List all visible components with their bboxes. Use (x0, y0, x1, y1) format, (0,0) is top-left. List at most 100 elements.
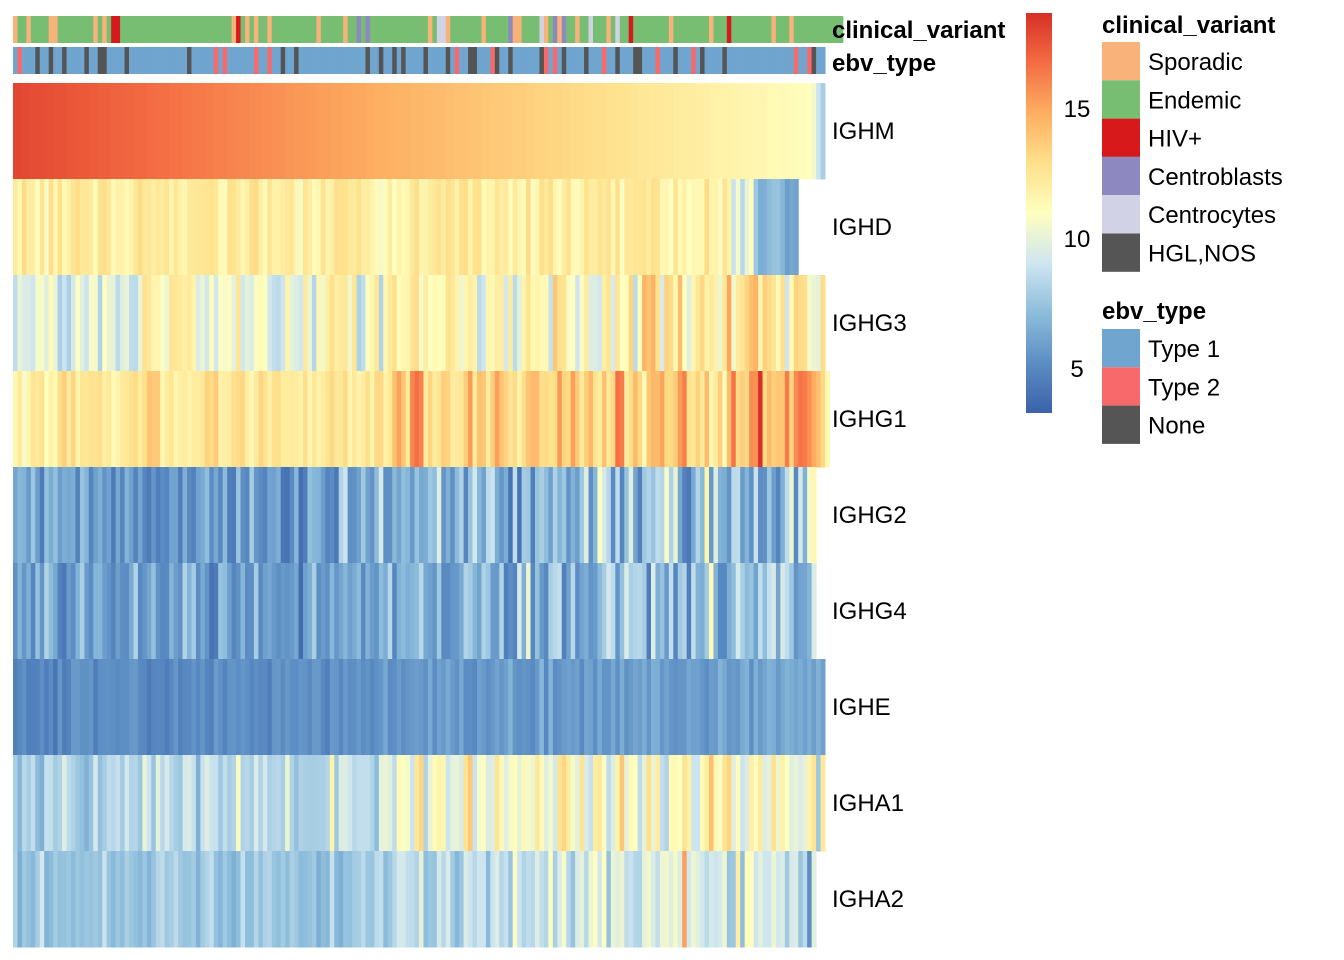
annotation-cell-clinical-variant (258, 16, 264, 43)
heatmap-cell (253, 851, 259, 948)
heatmap-cell (378, 275, 384, 372)
heatmap-cell (610, 179, 616, 276)
heatmap-cell (597, 755, 603, 852)
heatmap-cell (780, 851, 786, 948)
heatmap-cell (651, 179, 656, 276)
heatmap-cell (200, 467, 206, 564)
heatmap-cell (539, 755, 545, 852)
heatmap-cell (133, 467, 139, 564)
heatmap-cell (463, 851, 469, 948)
annotation-cell-ebv-type (294, 47, 300, 74)
heatmap-cell (267, 83, 273, 180)
annotation-cell-clinical-variant (802, 16, 808, 43)
heatmap-cell (619, 179, 625, 276)
heatmap-cell (503, 179, 509, 276)
heatmap-cell (561, 563, 567, 660)
heatmap-cell (405, 275, 411, 372)
annotation-cell-ebv-type (369, 47, 375, 74)
heatmap-cell (468, 563, 474, 660)
heatmap-cell (178, 371, 184, 468)
heatmap-cell (472, 467, 478, 564)
heatmap-cell (606, 275, 612, 372)
heatmap-cell (472, 755, 478, 852)
annotation-cell-clinical-variant (651, 16, 656, 43)
heatmap-cell (468, 83, 474, 180)
heatmap-cell (798, 851, 804, 948)
annotation-cell-clinical-variant (441, 16, 447, 43)
heatmap-cell (508, 755, 514, 852)
heatmap-cell (222, 851, 228, 948)
heatmap-cell (798, 83, 804, 180)
heatmap-cell (740, 851, 746, 948)
heatmap-cell (39, 83, 45, 180)
heatmap-cell (784, 755, 790, 852)
heatmap-cell (294, 755, 300, 852)
heatmap-cell (771, 659, 777, 756)
heatmap-cell (419, 755, 424, 852)
heatmap-cell (204, 659, 210, 756)
heatmap-cell (740, 371, 746, 468)
heatmap-cell (352, 371, 358, 468)
annotation-cell-ebv-type (450, 47, 456, 74)
heatmap-cell (258, 179, 264, 276)
heatmap-cell (361, 371, 366, 468)
heatmap-cell (187, 371, 192, 468)
annotation-cell-ebv-type (133, 47, 139, 74)
heatmap-cell (771, 755, 777, 852)
annotation-cell-ebv-type (490, 47, 496, 74)
heatmap-cell (271, 755, 277, 852)
heatmap-cell (588, 851, 594, 948)
heatmap-cell (17, 563, 23, 660)
heatmap-cell (427, 83, 433, 180)
heatmap-cell (704, 467, 710, 564)
heatmap-cell (691, 83, 697, 180)
heatmap-cell (691, 371, 697, 468)
heatmap-cell (267, 371, 273, 468)
heatmap-cell (329, 275, 335, 372)
heatmap-cell (231, 563, 237, 660)
heatmap-cell (579, 275, 585, 372)
annotation-cell-clinical-variant (155, 16, 161, 43)
heatmap-cell (383, 83, 389, 180)
heatmap-cell (463, 275, 469, 372)
annotation-cell-ebv-type (365, 47, 371, 74)
heatmap-cell (35, 659, 41, 756)
heatmap-cell (410, 371, 416, 468)
heatmap-cell (44, 467, 50, 564)
heatmap-cell (396, 275, 402, 372)
heatmap-cell (780, 275, 786, 372)
heatmap-cell (691, 755, 697, 852)
heatmap-cell (427, 755, 433, 852)
heatmap-cell (53, 755, 59, 852)
heatmap-cell (218, 179, 224, 276)
annotation-cell-ebv-type (637, 47, 643, 74)
annotation-cell-ebv-type (584, 47, 590, 74)
annotation-cell-clinical-variant (53, 16, 59, 43)
annotation-cell-ebv-type (35, 47, 41, 74)
annotation-cell-clinical-variant (182, 16, 188, 43)
heatmap-cell (285, 659, 291, 756)
heatmap-cell (628, 83, 634, 180)
heatmap-cell (222, 83, 228, 180)
annotation-cell-clinical-variant (767, 16, 772, 43)
annotation-cell-clinical-variant (477, 16, 482, 43)
heatmap-cell (200, 563, 206, 660)
annotation-cell-ebv-type (597, 47, 603, 74)
heatmap-cell (494, 851, 500, 948)
heatmap-cell (566, 83, 572, 180)
heatmap-cell (414, 179, 420, 276)
heatmap-cell (517, 179, 523, 276)
heatmap-cell (53, 371, 59, 468)
heatmap-cell (637, 371, 643, 468)
heatmap-cell (526, 275, 532, 372)
heatmap-cell (642, 659, 648, 756)
heatmap-cell (236, 371, 242, 468)
heatmap-cell (307, 755, 313, 852)
heatmap-cell (713, 467, 719, 564)
heatmap-cell (717, 659, 723, 756)
heatmap-cell (463, 467, 469, 564)
heatmap-cell (240, 659, 246, 756)
heatmap-cell (410, 179, 416, 276)
heatmap-cell (570, 755, 576, 852)
annotation-cell-clinical-variant (262, 16, 268, 43)
